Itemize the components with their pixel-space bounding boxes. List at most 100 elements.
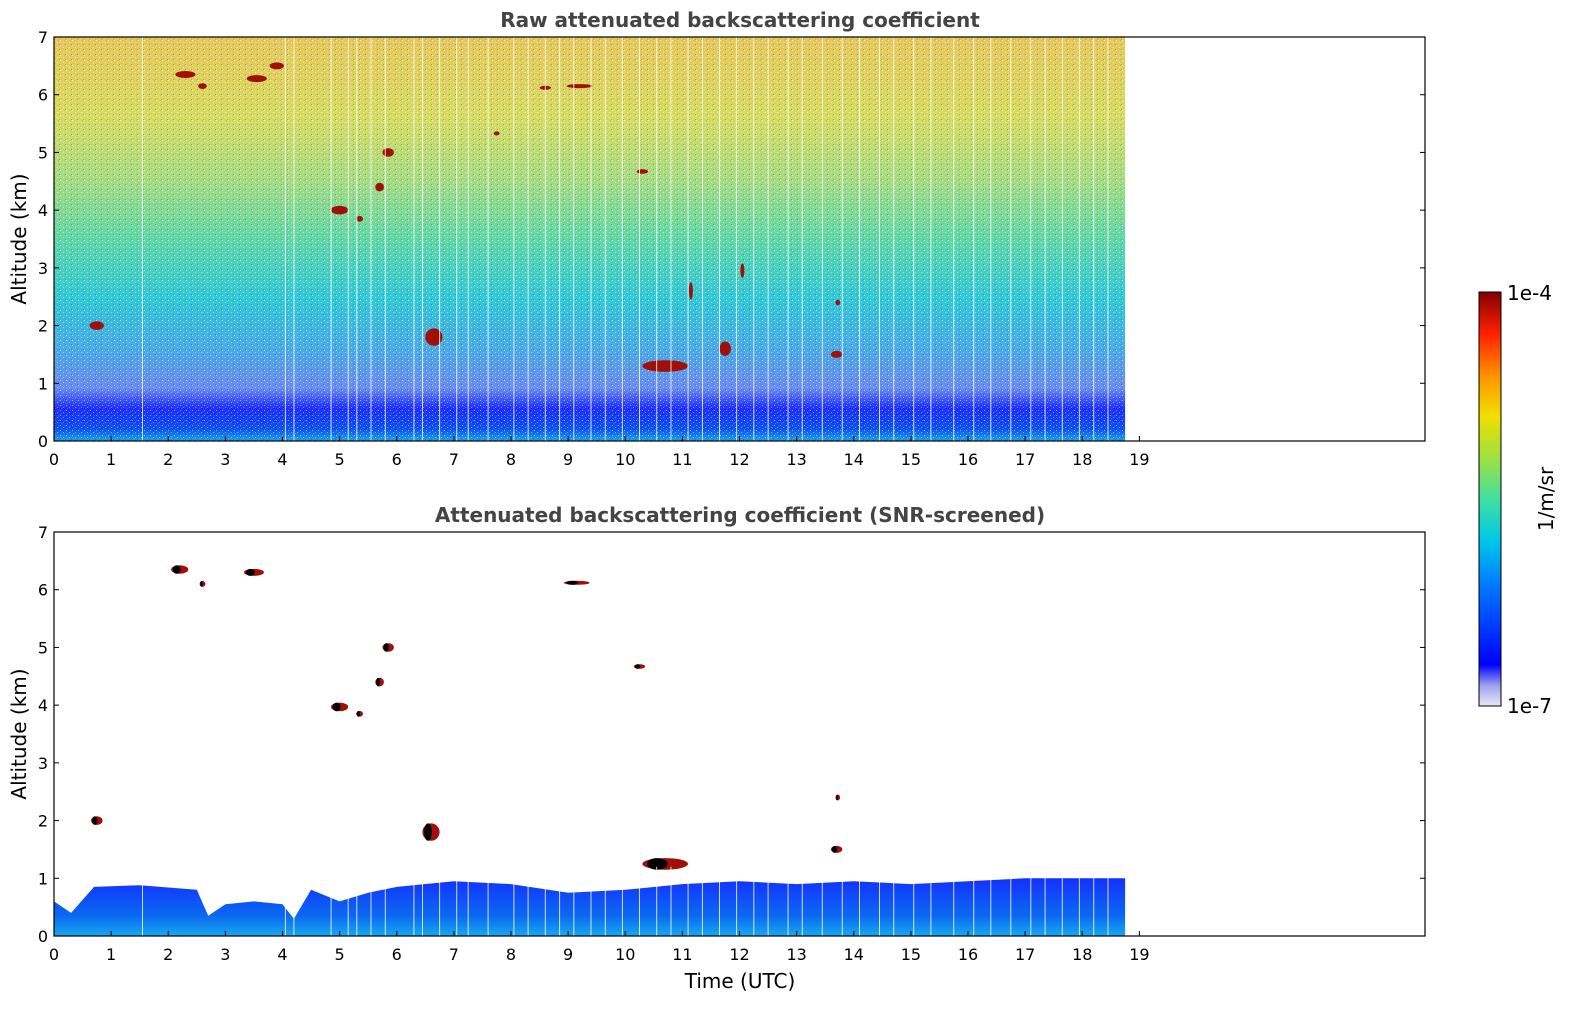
snr-panel-frame [53,531,1426,937]
cloud-core [634,664,641,669]
y-tick-label: 5 [38,638,48,657]
x-tick-label: 2 [163,945,173,964]
y-tick-label: 3 [38,259,48,278]
x-tick-label: 5 [335,450,345,469]
cloud-core [332,702,341,712]
cloud-feature [688,282,693,300]
snr-screened-panel: Attenuated backscattering coefficient (S… [7,503,1426,993]
x-tick-label: 1 [106,945,116,964]
y-tick-label: 6 [38,86,48,105]
snr-panel-title: Attenuated backscattering coefficient (S… [435,503,1045,527]
cloud-feature [636,169,649,174]
cloud-feature [175,71,196,78]
x-tick-label: 19 [1129,450,1149,469]
x-tick-label: 4 [277,945,287,964]
x-tick-label: 10 [615,945,635,964]
y-tick-label: 4 [38,201,48,220]
cloud-feature [246,75,267,83]
x-tick-label: 7 [449,450,459,469]
cloud-feature [382,148,394,157]
x-tick-label: 19 [1129,945,1149,964]
y-tick-label: 4 [38,696,48,715]
cloud-feature [835,299,841,306]
snr-panel-xlabel: Time (UTC) [684,969,796,993]
y-tick-label: 1 [38,374,48,393]
x-tick-label: 13 [786,945,806,964]
x-tick-label: 5 [335,945,345,964]
x-tick-label: 9 [563,945,573,964]
x-tick-label: 11 [672,450,692,469]
x-tick-label: 13 [786,450,806,469]
colorbar-max-label: 1e-4 [1507,281,1552,305]
cloud-core [383,643,389,652]
x-tick-label: 10 [615,450,635,469]
x-tick-label: 16 [958,945,978,964]
x-tick-label: 15 [901,945,921,964]
cloud-feature [375,182,384,192]
cloud-feature [493,131,500,136]
y-tick-label: 3 [38,754,48,773]
cloud-core [832,845,838,853]
colorbar: 1e-4 1e-7 1/m/sr [1478,281,1558,718]
x-tick-label: 0 [49,450,59,469]
x-tick-label: 1 [106,450,116,469]
cloud-core [92,816,98,825]
y-tick-label: 5 [38,143,48,162]
x-tick-label: 8 [506,450,516,469]
x-tick-label: 11 [672,945,692,964]
y-tick-label: 7 [38,28,48,47]
x-tick-label: 6 [392,450,402,469]
x-tick-label: 8 [506,945,516,964]
cloud-feature [425,328,443,346]
raw-backscatter-panel: Raw attenuated backscattering coefficien… [7,8,1426,469]
cloud-feature [740,263,745,278]
x-tick-label: 14 [844,450,864,469]
x-tick-label: 6 [392,945,402,964]
snr-screened-heatmap [54,565,1126,936]
x-tick-label: 18 [1072,945,1092,964]
cloud-core [424,823,432,841]
cloud-feature [89,321,104,330]
y-tick-label: 0 [38,927,48,946]
colorbar-unit-label: 1/m/sr [1534,466,1558,531]
cloud-feature [719,341,731,356]
x-tick-label: 0 [49,945,59,964]
x-tick-label: 3 [220,945,230,964]
cloud-feature [642,360,689,372]
x-tick-label: 3 [220,450,230,469]
cloud-feature [830,350,843,358]
x-tick-label: 16 [958,450,978,469]
raw-backscatter-heatmap [54,37,1126,441]
x-tick-label: 17 [1015,945,1035,964]
cloud-core [566,580,578,585]
cloud-core [646,858,668,870]
x-tick-label: 14 [844,945,864,964]
x-tick-label: 9 [563,450,573,469]
boundary-layer-signal [54,878,1126,936]
cloud-feature [198,83,207,89]
colorbar-min-label: 1e-7 [1507,694,1552,718]
y-tick-label: 7 [38,523,48,542]
cloud-feature [566,84,593,89]
snr-panel-ylabel: Altitude (km) [7,668,31,799]
raw-panel-title: Raw attenuated backscattering coefficien… [500,8,980,32]
colorbar-gradient [1478,291,1502,707]
raw-panel-ylabel: Altitude (km) [7,173,31,304]
x-tick-label: 18 [1072,450,1092,469]
y-tick-label: 2 [38,317,48,336]
x-tick-label: 12 [729,450,749,469]
cloud-feature [331,205,349,215]
cloud-core [356,710,360,717]
x-tick-label: 17 [1015,450,1035,469]
y-tick-label: 1 [38,869,48,888]
x-tick-label: 15 [901,450,921,469]
x-tick-label: 7 [449,945,459,964]
x-tick-label: 4 [277,450,287,469]
cloud-core [376,677,380,687]
raw-noise-overlay [54,37,1126,441]
y-tick-label: 0 [38,432,48,451]
cloud-core [172,565,181,574]
